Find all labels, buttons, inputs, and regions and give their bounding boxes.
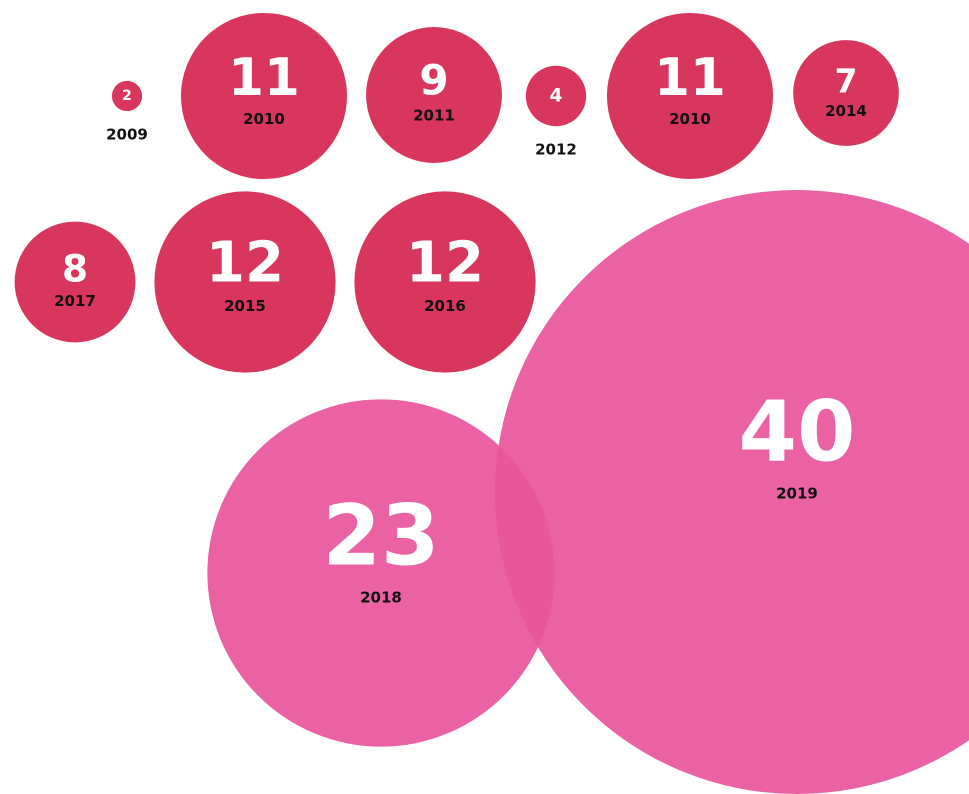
- bubble-year: 2014: [825, 102, 867, 120]
- bubble-year: 2016: [424, 297, 466, 315]
- bubble: [354, 191, 536, 373]
- bubble-value: 2: [122, 88, 132, 104]
- bubble: [495, 190, 969, 794]
- bubble-value: 40: [739, 383, 856, 481]
- bubble-year: 2015: [224, 297, 266, 315]
- bubble-year: 2019: [776, 484, 818, 502]
- bubble-value: 7: [835, 62, 858, 100]
- bubble: [525, 65, 587, 127]
- bubble: [14, 221, 136, 343]
- bubble: [154, 191, 336, 373]
- bubble-value: 8: [62, 247, 88, 291]
- bubble: [111, 80, 143, 112]
- bubble-value: 9: [419, 55, 448, 104]
- bubble-value: 4: [549, 86, 562, 107]
- bubble: [207, 399, 555, 747]
- bubble-year: 2011: [413, 106, 455, 124]
- bubble-year: 2009: [106, 126, 148, 144]
- bubble-value: 23: [323, 487, 440, 585]
- bubble-value: 11: [228, 48, 300, 108]
- bubble-year: 2018: [360, 588, 402, 606]
- bubble: [793, 40, 899, 146]
- bubble-year: 2017: [54, 292, 96, 310]
- bubble: [180, 12, 348, 180]
- bubble-year: 2010: [243, 110, 285, 128]
- bubble: [606, 12, 774, 180]
- bubble-year: 2012: [535, 141, 577, 159]
- bubble-year: 2010: [669, 110, 711, 128]
- bubble-value: 12: [406, 230, 484, 295]
- bubble: [366, 27, 502, 163]
- bubble-value: 11: [654, 48, 726, 108]
- bubble-value: 12: [206, 230, 284, 295]
